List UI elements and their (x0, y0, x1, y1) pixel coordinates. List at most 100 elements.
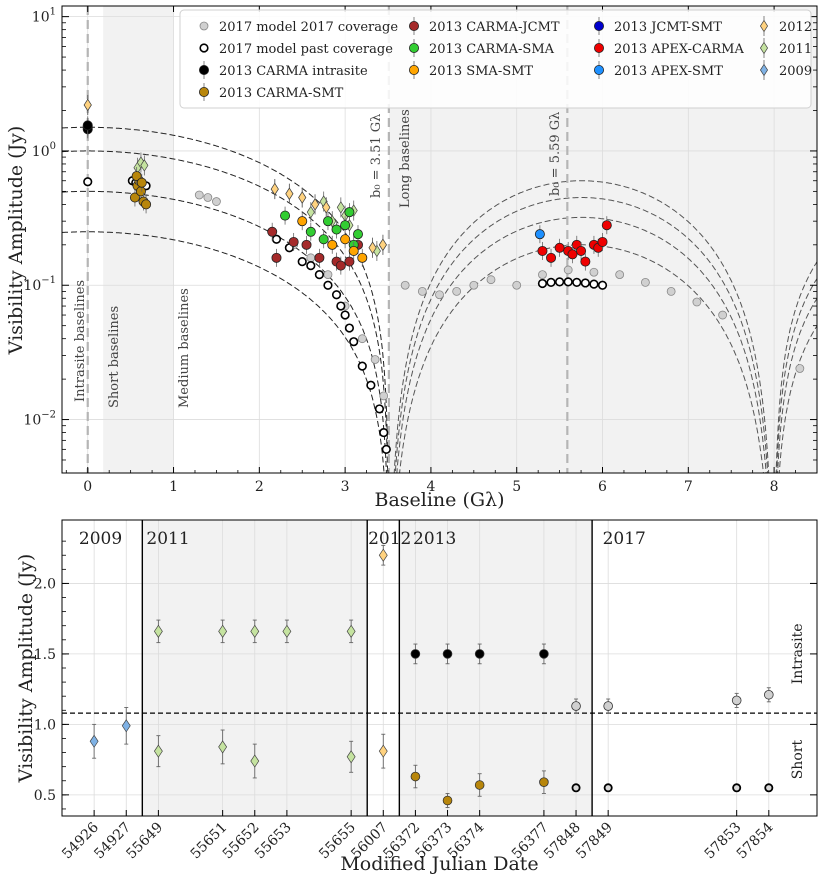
legend-marker (408, 65, 419, 76)
legend-item: 2017 model 2017 coverage (199, 20, 398, 35)
bot-point-4-0 (410, 771, 421, 782)
legend-item: 2012 (759, 16, 812, 36)
top-point-0-10 (400, 280, 410, 290)
bot-x-tick-label-5: 55653 (252, 820, 295, 863)
top-point-3-5 (141, 199, 152, 210)
legend-marker (594, 65, 605, 76)
bot-point-4-3 (539, 777, 549, 787)
top-visibility-vs-baseline-panel: Intrasite baselines Short baselines Medi… (5, 5, 818, 511)
bot-point-4-2 (474, 780, 485, 790)
side-label-0: Intrasite (790, 624, 806, 685)
top-point-0-1 (203, 193, 213, 202)
top-point-3-7 (136, 177, 147, 188)
top-plot-frame (61, 5, 818, 474)
bottom-y-axis-title: Visibility Amplitude (Jy) (15, 554, 37, 784)
top-x-tick-label-6: 6 (598, 479, 607, 495)
bot-x-tick-label-15: 57854 (734, 819, 777, 862)
region-label-short: Short baselines (107, 306, 122, 408)
top-point-0-5 (323, 270, 333, 280)
top-point-4-6 (344, 256, 355, 267)
bot-y-tick-label-1: 1.0 (34, 717, 56, 733)
baseline-region-labels: Intrasite baselines Short baselines Medi… (73, 109, 563, 408)
bottom-grid (62, 520, 817, 816)
bottom-x-axis-title: Modified Julian Date (340, 853, 538, 875)
top-point-1-6 (271, 234, 282, 244)
top-point-1-16 (349, 337, 359, 347)
bot-point-1-6 (218, 740, 228, 754)
bot-point-1-0 (153, 624, 163, 638)
top-point-0-2 (212, 197, 221, 206)
legend-marker (594, 43, 605, 54)
top-point-0-0 (194, 190, 204, 200)
bot-x-tick-label-13: 57849 (573, 820, 616, 863)
top-point-1-13 (336, 301, 346, 311)
legend-marker (408, 43, 419, 54)
top-point-0-16 (512, 280, 522, 290)
top-x-tick-label-1: 1 (169, 479, 178, 495)
year-dividers (62, 520, 817, 816)
top-point-3-0 (129, 192, 140, 203)
legend-item: 2013 SMA-SMT (408, 61, 533, 79)
bot-point-0-1 (121, 719, 131, 733)
top-point-1-11 (323, 280, 333, 290)
top-point-1-23 (546, 277, 556, 288)
legend-marker (759, 41, 769, 55)
legend: 2017 model 2017 coverage 2017 model past … (179, 9, 812, 109)
legend-item: 2013 JCMT-SMT (594, 17, 722, 35)
legend-marker (198, 87, 209, 98)
top-point-4-8 (288, 236, 299, 247)
y-tick-base: 10 (23, 413, 41, 429)
top-point-0-12 (435, 290, 444, 300)
top-point-0-18 (563, 265, 573, 275)
top-point-5-1 (305, 226, 316, 237)
legend-item: 2013 CARMA intrasite (198, 61, 368, 79)
top-y-tick-label-0: 10−2 (23, 410, 56, 429)
bottom-visibility-vs-date-panel: 2009 2011 2012 2013 2017 Intrasite Short 0.5 1… (15, 519, 818, 875)
top-point-6-1 (327, 239, 338, 250)
top-point-10-7 (378, 238, 387, 252)
legend-label: 2013 CARMA-SMT (219, 86, 344, 101)
bot-point-1-3 (282, 624, 292, 638)
top-point-6-3 (348, 245, 359, 256)
model-curve-ring-0 (393, 180, 770, 473)
region-label-medium: Medium baselines (177, 288, 192, 408)
top-point-0-9 (379, 391, 389, 401)
top-point-8-0 (537, 245, 548, 256)
b0-label-first: b₀ = 3.51 Gλ (369, 114, 384, 198)
y-tick-exponent: −2 (41, 410, 56, 421)
region-label-intrasite: Intrasite baselines (73, 280, 88, 402)
y-tick-base: 10 (32, 144, 50, 160)
top-point-0-8 (370, 355, 380, 364)
top-point-4-1 (271, 252, 282, 263)
top-point-0-7 (357, 334, 367, 344)
top-point-3-3 (135, 186, 146, 197)
bot-point-1-5 (153, 744, 163, 758)
top-point-5-7 (352, 229, 363, 240)
top-point-10-3 (298, 191, 307, 204)
top-point-0-14 (469, 280, 479, 290)
top-point-11-6 (336, 201, 345, 214)
bot-point-5-3 (764, 689, 774, 700)
top-point-1-29 (597, 280, 608, 290)
top-point-0-17 (538, 270, 547, 280)
bot-y-tick-label-2: 1.5 (34, 647, 56, 663)
bot-point-6-0 (571, 783, 581, 793)
bot-point-4-1 (442, 795, 453, 806)
top-x-tick-label-2: 2 (255, 479, 264, 495)
year-label-0: 2009 (79, 529, 122, 549)
legend-item: 2013 CARMA-SMA (408, 39, 555, 57)
bot-point-1-7 (250, 754, 260, 768)
top-point-1-17 (357, 361, 367, 371)
top-point-0-15 (486, 275, 496, 285)
legend-marker (759, 19, 769, 33)
legend-label: 2013 JCMT-SMT (614, 20, 722, 35)
model-curve-core-1 (62, 150, 389, 473)
legend-item: 2013 CARMA-JCMT (408, 17, 560, 35)
top-point-0-21 (641, 278, 650, 287)
top-x-tick-label-4: 4 (426, 479, 435, 495)
model-curve-core-3 (62, 231, 385, 473)
y-tick-base: 10 (32, 10, 50, 26)
top-y-tick-label-1: 10−1 (23, 275, 56, 294)
